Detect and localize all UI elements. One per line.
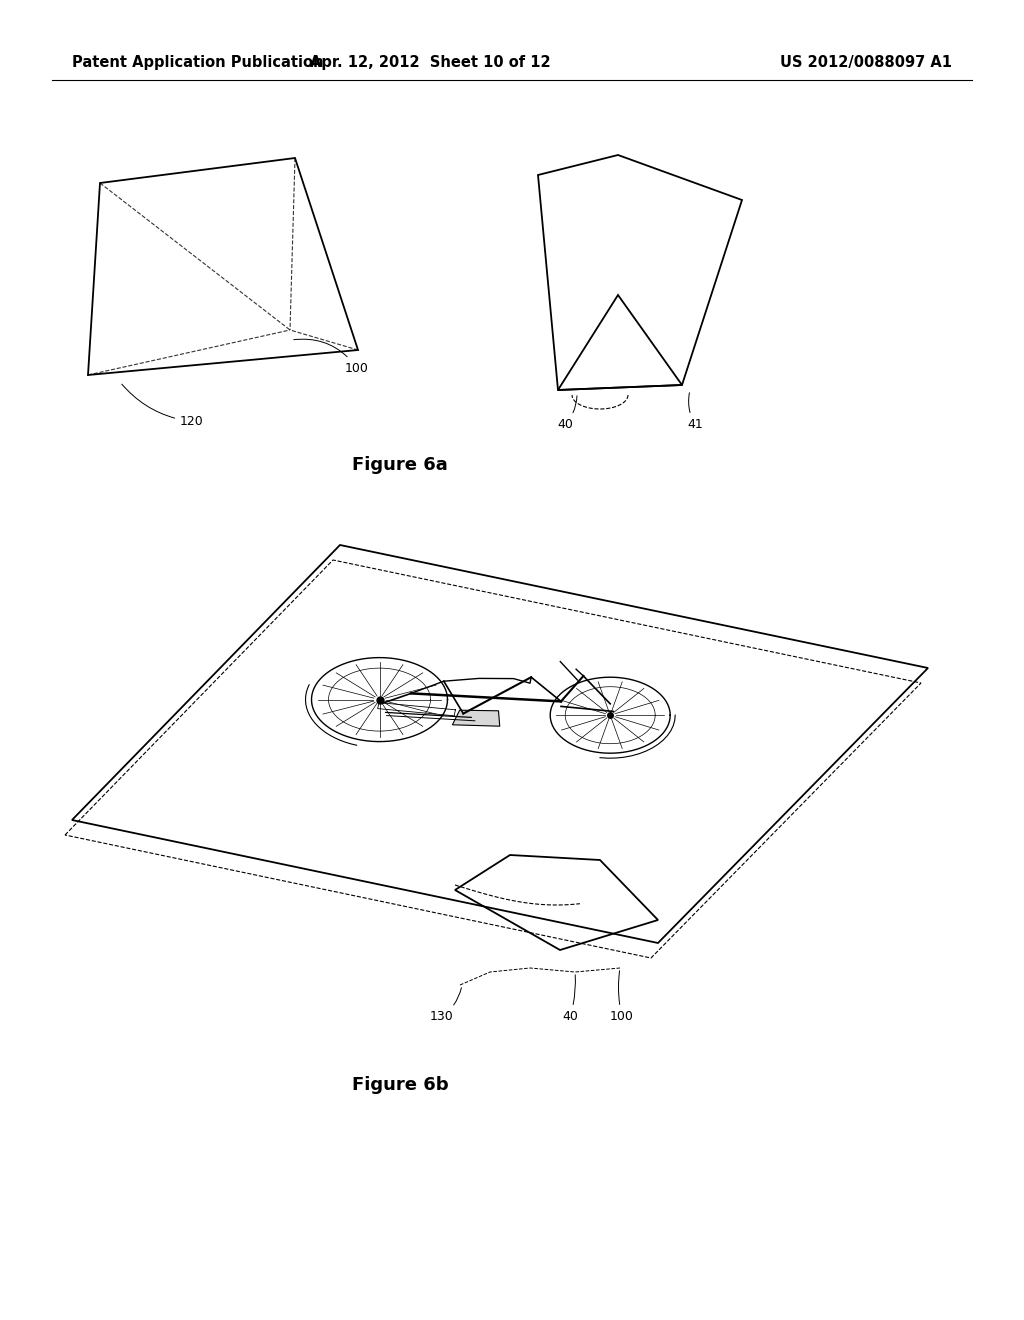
- Text: 130: 130: [430, 987, 462, 1023]
- Polygon shape: [453, 710, 500, 726]
- Text: Patent Application Publication: Patent Application Publication: [72, 54, 324, 70]
- Text: 40: 40: [562, 974, 578, 1023]
- Text: 40: 40: [557, 396, 577, 432]
- Text: 41: 41: [687, 393, 702, 432]
- Text: Figure 6b: Figure 6b: [351, 1076, 449, 1094]
- Text: US 2012/0088097 A1: US 2012/0088097 A1: [780, 54, 952, 70]
- Text: 100: 100: [294, 339, 369, 375]
- Text: Apr. 12, 2012  Sheet 10 of 12: Apr. 12, 2012 Sheet 10 of 12: [309, 54, 550, 70]
- Text: Figure 6a: Figure 6a: [352, 455, 447, 474]
- Text: 120: 120: [122, 384, 204, 428]
- Text: 100: 100: [610, 970, 634, 1023]
